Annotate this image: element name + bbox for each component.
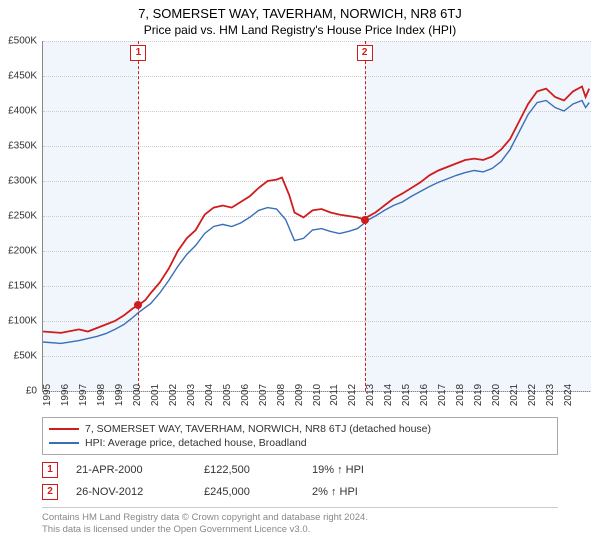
marker-dot bbox=[361, 216, 369, 224]
legend-label: 7, SOMERSET WAY, TAVERHAM, NORWICH, NR8 … bbox=[85, 423, 431, 435]
marker-box: 2 bbox=[357, 45, 373, 61]
chart-title: 7, SOMERSET WAY, TAVERHAM, NORWICH, NR8 … bbox=[0, 0, 600, 21]
marker-dot bbox=[134, 301, 142, 309]
x-tick-label: 2001 bbox=[150, 384, 161, 406]
annotation-date: 21-APR-2000 bbox=[76, 464, 186, 476]
x-tick-label: 2019 bbox=[473, 384, 484, 406]
annotation-table: 1 21-APR-2000 £122,500 19% ↑ HPI 2 26-NOV-201… bbox=[42, 459, 558, 503]
legend-swatch bbox=[49, 442, 79, 444]
x-tick-label: 2018 bbox=[455, 384, 466, 406]
legend-label: HPI: Average price, detached house, Broa… bbox=[85, 437, 307, 449]
annotation-row: 2 26-NOV-2012 £245,000 2% ↑ HPI bbox=[42, 481, 558, 503]
annotation-id-box: 2 bbox=[42, 484, 58, 500]
x-tick-label: 2022 bbox=[527, 384, 538, 406]
x-tick-label: 2016 bbox=[419, 384, 430, 406]
footer-line-1: Contains HM Land Registry data © Crown c… bbox=[42, 512, 558, 524]
annotation-id-box: 1 bbox=[42, 462, 58, 478]
chart-subtitle: Price paid vs. HM Land Registry's House … bbox=[0, 21, 600, 41]
x-tick-label: 2008 bbox=[276, 384, 287, 406]
chart-container: 7, SOMERSET WAY, TAVERHAM, NORWICH, NR8 … bbox=[0, 0, 600, 560]
legend-item: 7, SOMERSET WAY, TAVERHAM, NORWICH, NR8 … bbox=[49, 422, 551, 436]
annotation-delta: 2% ↑ HPI bbox=[312, 486, 358, 498]
x-tick-label: 2020 bbox=[491, 384, 502, 406]
y-tick-label: £250K bbox=[8, 211, 37, 222]
y-tick-label: £150K bbox=[8, 281, 37, 292]
y-tick-label: £400K bbox=[8, 106, 37, 117]
x-tick-label: 1998 bbox=[96, 384, 107, 406]
x-tick-label: 2012 bbox=[347, 384, 358, 406]
footer: Contains HM Land Registry data © Crown c… bbox=[42, 507, 558, 537]
x-tick-label: 2017 bbox=[437, 384, 448, 406]
y-tick-label: £50K bbox=[14, 351, 37, 362]
chart-area: 12 £0£50K£100K£150K£200K£250K£300K£350K£… bbox=[42, 41, 590, 411]
series-line-price_paid bbox=[43, 87, 589, 333]
line-layer bbox=[43, 41, 591, 391]
annotation-delta: 19% ↑ HPI bbox=[312, 464, 364, 476]
x-tick-label: 1997 bbox=[78, 384, 89, 406]
legend-item: HPI: Average price, detached house, Broa… bbox=[49, 436, 551, 450]
y-tick-label: £200K bbox=[8, 246, 37, 257]
x-tick-label: 1995 bbox=[42, 384, 53, 406]
y-tick-label: £450K bbox=[8, 71, 37, 82]
x-tick-label: 2013 bbox=[365, 384, 376, 406]
footer-line-2: This data is licensed under the Open Gov… bbox=[42, 524, 558, 536]
annotation-date: 26-NOV-2012 bbox=[76, 486, 186, 498]
x-tick-label: 2010 bbox=[312, 384, 323, 406]
annotation-row: 1 21-APR-2000 £122,500 19% ↑ HPI bbox=[42, 459, 558, 481]
x-tick-label: 2014 bbox=[383, 384, 394, 406]
legend: 7, SOMERSET WAY, TAVERHAM, NORWICH, NR8 … bbox=[42, 417, 558, 455]
x-tick-label: 2004 bbox=[204, 384, 215, 406]
marker-box: 1 bbox=[130, 45, 146, 61]
x-tick-label: 2024 bbox=[563, 384, 574, 406]
y-tick-label: £300K bbox=[8, 176, 37, 187]
y-tick-label: £0 bbox=[26, 386, 37, 397]
x-tick-label: 2009 bbox=[294, 384, 305, 406]
plot-region: 12 bbox=[42, 41, 591, 392]
marker-line bbox=[138, 41, 139, 391]
x-tick-label: 2003 bbox=[186, 384, 197, 406]
x-tick-label: 1999 bbox=[114, 384, 125, 406]
x-tick-label: 1996 bbox=[60, 384, 71, 406]
y-tick-label: £350K bbox=[8, 141, 37, 152]
x-tick-label: 2000 bbox=[132, 384, 143, 406]
annotation-price: £122,500 bbox=[204, 464, 294, 476]
x-tick-label: 2023 bbox=[545, 384, 556, 406]
series-line-hpi bbox=[43, 101, 589, 344]
x-tick-label: 2015 bbox=[401, 384, 412, 406]
legend-swatch bbox=[49, 428, 79, 430]
x-tick-label: 2002 bbox=[168, 384, 179, 406]
y-tick-label: £500K bbox=[8, 36, 37, 47]
x-tick-label: 2006 bbox=[240, 384, 251, 406]
x-tick-label: 2011 bbox=[329, 384, 340, 406]
x-tick-label: 2021 bbox=[509, 384, 520, 406]
y-tick-label: £100K bbox=[8, 316, 37, 327]
annotation-price: £245,000 bbox=[204, 486, 294, 498]
x-tick-label: 2007 bbox=[258, 384, 269, 406]
x-tick-label: 2005 bbox=[222, 384, 233, 406]
